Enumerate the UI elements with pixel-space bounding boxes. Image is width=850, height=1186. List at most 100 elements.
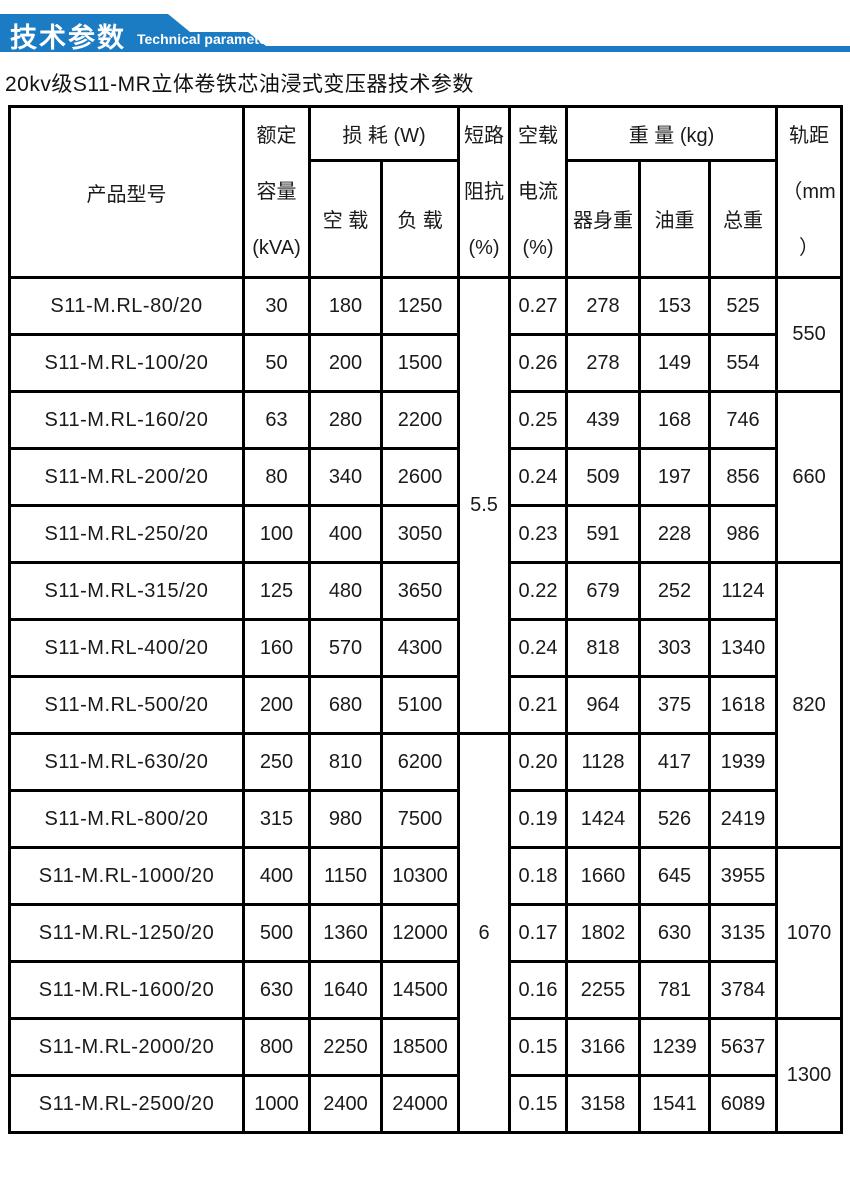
cell-no-load-current: 0.23 xyxy=(508,504,568,564)
cell-capacity: 315 xyxy=(242,789,311,849)
cell-no-load-current: 0.15 xyxy=(508,1074,568,1134)
cell-capacity: 800 xyxy=(242,1017,311,1077)
cell-total-weight: 3135 xyxy=(707,903,779,963)
cell-no-load-loss: 180 xyxy=(308,276,383,336)
table-row: S11-M.RL-800/20 315 980 7500 0.19 1424 5… xyxy=(8,789,842,849)
cell-no-load-current: 0.21 xyxy=(508,675,568,735)
header-line: 轨距 xyxy=(789,125,830,147)
cell-body-weight: 278 xyxy=(565,333,641,393)
cell-no-load-loss: 1360 xyxy=(308,903,383,963)
header-line: 电流 xyxy=(518,181,558,203)
cell-oil-weight: 375 xyxy=(638,675,711,735)
cell-impedance-group: 5.5 xyxy=(457,276,511,735)
subheader-total-weight: 总重 xyxy=(707,158,779,280)
cell-total-weight: 5637 xyxy=(707,1017,779,1077)
cell-body-weight: 591 xyxy=(565,504,641,564)
cell-total-weight: 1124 xyxy=(707,561,779,621)
cell-model: S11-M.RL-2000/20 xyxy=(8,1017,245,1077)
cell-gauge-group: 550 xyxy=(775,276,844,393)
header-line: 容量 xyxy=(256,181,297,203)
header-text: 产品型号 xyxy=(86,183,167,206)
cell-no-load-loss: 810 xyxy=(308,732,383,792)
banner-subtitle: Technical parameter xyxy=(137,31,273,47)
table-row: S11-M.RL-1000/20 400 1150 10300 0.18 166… xyxy=(8,846,844,1020)
cell-load-loss: 3650 xyxy=(380,561,460,621)
cell-no-load-current: 0.24 xyxy=(508,447,568,507)
cell-oil-weight: 303 xyxy=(638,618,711,678)
cell-total-weight: 6089 xyxy=(707,1074,779,1134)
cell-no-load-loss: 280 xyxy=(308,390,383,450)
cell-model: S11-M.RL-250/20 xyxy=(8,504,245,564)
cell-no-load-loss: 340 xyxy=(308,447,383,507)
cell-no-load-current: 0.20 xyxy=(508,732,568,792)
col-header-rated-capacity: 额定 容量 (kVA) xyxy=(242,105,311,279)
header-line: (%) xyxy=(468,237,500,259)
cell-total-weight: 1340 xyxy=(707,618,779,678)
header-line: 阻抗 xyxy=(464,181,504,203)
table-row: S11-M.RL-500/20 200 680 5100 0.21 964 37… xyxy=(8,675,842,735)
cell-no-load-current: 0.22 xyxy=(508,561,568,621)
cell-body-weight: 509 xyxy=(565,447,641,507)
cell-load-loss: 18500 xyxy=(380,1017,460,1077)
header-row-top: 产品型号 额定 容量 (kVA) 损 耗 (W) 短路 阻抗 (%) 空载 电流… xyxy=(8,105,844,279)
cell-capacity: 500 xyxy=(242,903,311,963)
cell-total-weight: 3784 xyxy=(707,960,779,1020)
cell-oil-weight: 197 xyxy=(638,447,711,507)
cell-body-weight: 278 xyxy=(565,276,641,336)
cell-capacity: 1000 xyxy=(242,1074,311,1134)
cell-body-weight: 1424 xyxy=(565,789,641,849)
cell-body-weight: 1660 xyxy=(565,846,641,906)
table-row: S11-M.RL-1600/20 630 1640 14500 0.16 225… xyxy=(8,960,842,1020)
cell-load-loss: 7500 xyxy=(380,789,460,849)
table-row: S11-M.RL-315/20 125 480 3650 0.22 679 25… xyxy=(8,561,844,849)
cell-body-weight: 679 xyxy=(565,561,641,621)
col-header-product-model: 产品型号 xyxy=(8,105,245,279)
col-header-impedance: 短路 阻抗 (%) xyxy=(457,105,511,279)
cell-total-weight: 525 xyxy=(707,276,779,336)
cell-no-load-current: 0.17 xyxy=(508,903,568,963)
cell-body-weight: 2255 xyxy=(565,960,641,1020)
cell-load-loss: 5100 xyxy=(380,675,460,735)
cell-model: S11-M.RL-200/20 xyxy=(8,447,245,507)
cell-no-load-current: 0.24 xyxy=(508,618,568,678)
cell-oil-weight: 252 xyxy=(638,561,711,621)
cell-model: S11-M.RL-630/20 xyxy=(8,732,245,792)
cell-load-loss: 14500 xyxy=(380,960,460,1020)
cell-no-load-loss: 1640 xyxy=(308,960,383,1020)
cell-gauge-group: 660 xyxy=(775,390,844,564)
cell-total-weight: 746 xyxy=(707,390,779,450)
header-banner: 技术参数 Technical parameter xyxy=(0,0,850,54)
cell-body-weight: 1802 xyxy=(565,903,641,963)
cell-capacity: 100 xyxy=(242,504,311,564)
cell-oil-weight: 526 xyxy=(638,789,711,849)
cell-oil-weight: 149 xyxy=(638,333,711,393)
cell-no-load-loss: 200 xyxy=(308,333,383,393)
cell-load-loss: 24000 xyxy=(380,1074,460,1134)
cell-model: S11-M.RL-1000/20 xyxy=(8,846,245,906)
subheader-body-weight: 器身重 xyxy=(565,158,641,280)
cell-body-weight: 964 xyxy=(565,675,641,735)
table-row: S11-M.RL-630/20 250 810 6200 6 0.20 1128… xyxy=(8,732,842,1134)
cell-capacity: 160 xyxy=(242,618,311,678)
cell-no-load-current: 0.18 xyxy=(508,846,568,906)
header-text: 损 耗 (W) xyxy=(342,124,426,147)
cell-total-weight: 986 xyxy=(707,504,779,564)
cell-oil-weight: 630 xyxy=(638,903,711,963)
cell-body-weight: 439 xyxy=(565,390,641,450)
subheader-load-loss: 负 载 xyxy=(380,158,460,280)
cell-oil-weight: 1541 xyxy=(638,1074,711,1134)
page-title: 20kv级S11-MR立体卷铁芯油浸式变压器技术参数 xyxy=(5,73,474,96)
cell-capacity: 250 xyxy=(242,732,311,792)
cell-gauge-group: 1070 xyxy=(775,846,844,1020)
table-row: S11-M.RL-1250/20 500 1360 12000 0.17 180… xyxy=(8,903,842,963)
cell-total-weight: 856 xyxy=(707,447,779,507)
cell-total-weight: 2419 xyxy=(707,789,779,849)
cell-capacity: 80 xyxy=(242,447,311,507)
cell-body-weight: 3158 xyxy=(565,1074,641,1134)
cell-oil-weight: 228 xyxy=(638,504,711,564)
subheader-oil-weight: 油重 xyxy=(638,158,711,280)
cell-body-weight: 818 xyxy=(565,618,641,678)
cell-model: S11-M.RL-1250/20 xyxy=(8,903,245,963)
table-row: S11-M.RL-80/20 30 180 1250 5.5 0.27 278 … xyxy=(8,276,844,735)
cell-no-load-loss: 2400 xyxy=(308,1074,383,1134)
